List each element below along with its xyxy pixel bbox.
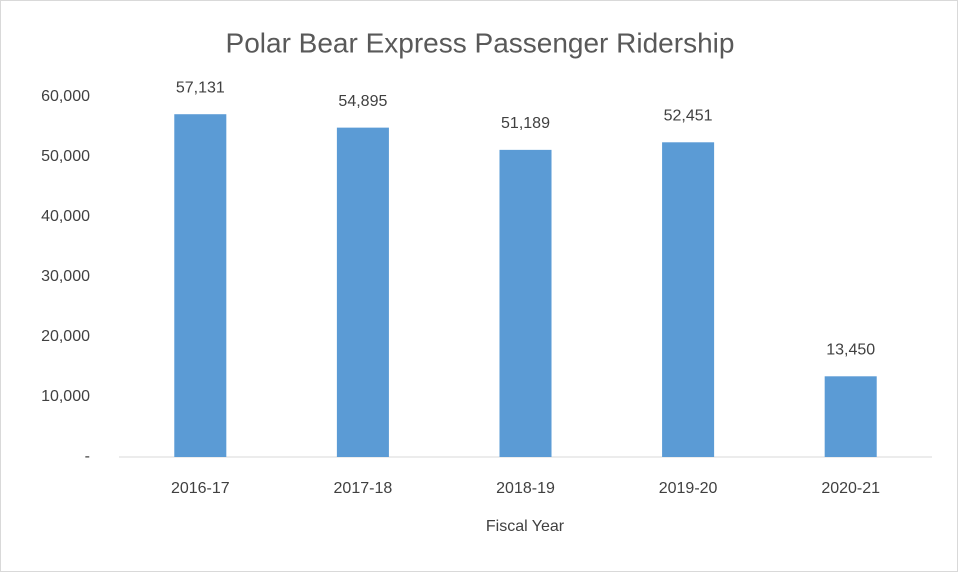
y-tick-label: 60,000: [41, 88, 90, 105]
bar: [336, 127, 389, 457]
data-label: 51,189: [501, 115, 550, 132]
x-axis-title: Fiscal Year: [486, 518, 565, 535]
data-label: 13,450: [826, 342, 875, 359]
x-tick-label: 2019-20: [659, 480, 718, 497]
data-label: 52,451: [664, 108, 713, 125]
x-tick-label: 2020-21: [821, 480, 880, 497]
y-tick-label: 40,000: [41, 208, 90, 225]
data-label: 57,131: [176, 79, 225, 96]
y-tick-label: 20,000: [41, 328, 90, 345]
y-tick-label: -: [85, 448, 90, 465]
y-tick-label: 30,000: [41, 268, 90, 285]
bar: [174, 114, 227, 458]
y-tick-label: 50,000: [41, 148, 90, 165]
bar: [662, 142, 715, 457]
chart-title: Polar Bear Express Passenger Ridership: [226, 27, 735, 58]
data-label: 54,895: [338, 93, 387, 110]
bar: [824, 376, 877, 457]
y-tick-label: 10,000: [41, 388, 90, 405]
x-tick-label: 2016-17: [171, 480, 230, 497]
bar: [499, 149, 552, 457]
x-tick-label: 2017-18: [334, 480, 393, 497]
x-tick-label: 2018-19: [496, 480, 555, 497]
